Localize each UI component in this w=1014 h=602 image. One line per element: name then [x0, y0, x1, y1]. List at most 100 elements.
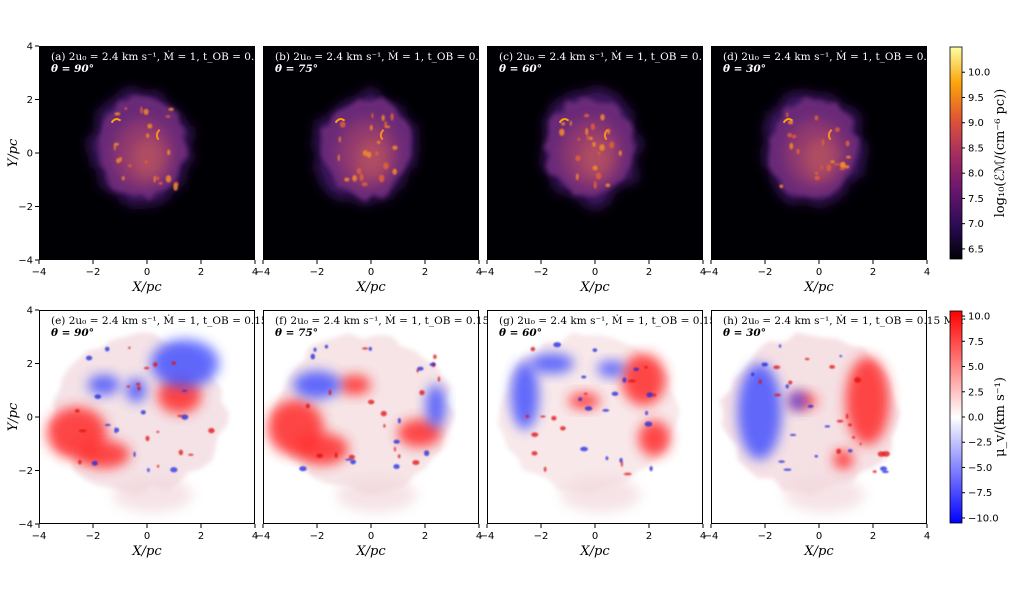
- speckle: [316, 453, 324, 458]
- x-tick-label: 4: [924, 267, 930, 278]
- speckle: [362, 347, 369, 350]
- y-tick-label: 4: [27, 42, 33, 53]
- x-tick-label: 0: [592, 531, 598, 542]
- speckle: [429, 362, 436, 367]
- speckle: [208, 427, 215, 434]
- panel-h: (h) 2u₀ = 2.4 km s⁻¹, Ṁ = 1, t_OB = 0.15…: [704, 310, 966, 559]
- bright-knot: [146, 133, 150, 138]
- speckle: [367, 399, 375, 405]
- axes-frame: [711, 46, 927, 260]
- bright-knot: [376, 140, 381, 144]
- redshift-region: [77, 440, 130, 469]
- speckle: [605, 456, 609, 461]
- colorbar-tick-label: 9.0: [968, 118, 984, 129]
- bright-knot: [786, 112, 789, 118]
- bright-arc: [110, 118, 122, 124]
- bright-knot: [166, 149, 171, 156]
- panel-theta: θ = 75°: [275, 327, 318, 339]
- colorbar-tick-label: 8.0: [968, 169, 984, 180]
- bright-knot: [796, 148, 800, 155]
- bright-knot: [128, 164, 132, 168]
- speckle: [611, 391, 619, 396]
- panel-a: (a) 2u₀ = 2.4 km s⁻¹, Ṁ = 1, t_OB = 0.15…: [6, 42, 294, 296]
- redshift-region: [338, 374, 371, 395]
- speckle: [328, 389, 332, 396]
- panel-theta: θ = 60°: [499, 63, 542, 75]
- x-tick-label: 4: [252, 531, 258, 542]
- speckle: [814, 454, 818, 458]
- speckle: [299, 466, 307, 472]
- speckle: [788, 380, 793, 385]
- y-axis-label: Y/pc: [6, 402, 21, 431]
- speckle: [778, 344, 782, 348]
- bright-knot: [147, 123, 153, 129]
- bright-knot: [165, 115, 171, 118]
- panel-subtitle: (g) 2u₀ = 2.4 km s⁻¹, Ṁ = 1, t_OB = 0.15…: [499, 313, 742, 327]
- bright-knot: [173, 183, 178, 191]
- speckle: [188, 453, 194, 456]
- speckle: [578, 397, 583, 402]
- x-tick-label: 4: [700, 267, 706, 278]
- x-tick-label: −4: [704, 267, 719, 278]
- bright-knot: [569, 120, 572, 127]
- redshift-region: [833, 449, 854, 470]
- bright-knot: [559, 128, 565, 136]
- x-tick-label: −2: [310, 531, 325, 542]
- speckle: [153, 362, 158, 367]
- axes-frame: [263, 310, 479, 524]
- speckle: [785, 384, 789, 389]
- speckle: [424, 450, 430, 457]
- bright-knot: [592, 141, 596, 148]
- panel-e: (e) 2u₀ = 2.4 km s⁻¹, Ṁ = 1, t_OB = 0.15…: [6, 306, 294, 560]
- cloud-inner: [355, 137, 388, 178]
- speckle: [758, 379, 762, 385]
- bright-arc: [558, 118, 570, 124]
- bright-knot: [600, 114, 605, 121]
- x-tick-label: 4: [252, 267, 258, 278]
- panel-f: (f) 2u₀ = 2.4 km s⁻¹, Ṁ = 1, t_OB = 0.15…: [256, 310, 515, 559]
- speckle: [559, 426, 566, 431]
- bright-knot: [337, 154, 340, 162]
- bright-knot: [155, 176, 160, 180]
- speckle: [807, 404, 814, 408]
- bright-knot: [383, 162, 389, 170]
- bright-knot: [359, 173, 364, 182]
- x-tick-label: 2: [646, 267, 652, 278]
- colorbar-tick-label: −10.0: [968, 513, 999, 524]
- bright-knot: [140, 106, 143, 115]
- speckle: [334, 452, 338, 459]
- speckle: [78, 459, 82, 465]
- speckle: [133, 451, 136, 458]
- x-tick-label: 0: [144, 267, 150, 278]
- bright-knot: [158, 181, 163, 185]
- speckle: [397, 454, 401, 459]
- redshift-region: [397, 419, 442, 448]
- bright-knot: [384, 125, 391, 128]
- bright-knot: [344, 177, 350, 182]
- colorbar-tick-label: 0.0: [968, 413, 984, 424]
- speckle: [540, 415, 546, 418]
- speckle: [839, 355, 843, 358]
- x-axis-label: X/pc: [131, 544, 162, 559]
- speckle: [824, 425, 831, 428]
- x-tick-label: 0: [592, 267, 598, 278]
- speckle: [623, 472, 632, 476]
- bright-arc: [334, 118, 346, 124]
- bright-knot: [826, 164, 832, 172]
- colorbar-gradient: [949, 310, 963, 524]
- y-tick-label: −4: [18, 256, 33, 267]
- speckle: [397, 417, 401, 424]
- x-tick-label: 2: [646, 531, 652, 542]
- x-axis-label: X/pc: [579, 544, 610, 559]
- speckle: [171, 361, 176, 366]
- bright-knot: [575, 155, 581, 162]
- map-image: [39, 46, 255, 260]
- speckle: [761, 362, 769, 367]
- bright-knot: [361, 182, 368, 187]
- redshift-region: [568, 392, 601, 409]
- speckle: [581, 375, 587, 379]
- map-image: [487, 46, 703, 260]
- x-tick-label: 2: [198, 531, 204, 542]
- bright-knot: [375, 151, 379, 156]
